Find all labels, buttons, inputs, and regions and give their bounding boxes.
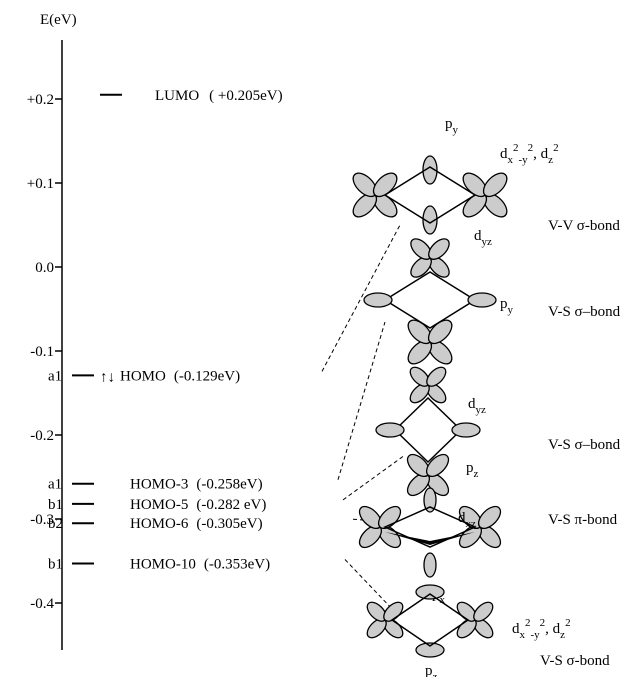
bond-label: V-V σ-bond <box>548 218 620 234</box>
level-energy: (-0.129eV) <box>174 368 240 384</box>
orbital-label: dx2-y2, dz2 <box>512 617 571 641</box>
orbital-label-part: -y <box>519 154 529 166</box>
orbital-label-part: z <box>560 629 565 641</box>
bond-label: V-S σ–bond <box>548 304 621 320</box>
lobe <box>416 585 444 599</box>
spin-arrows: ↑↓ <box>100 369 115 385</box>
level-label: HOMO-3 (-0.258eV) <box>130 477 263 493</box>
lobe <box>364 293 392 307</box>
level-label: HOMO-5 (-0.282 eV) <box>130 497 266 513</box>
symmetry-label: b1 <box>48 557 63 573</box>
y-tick-label: +0.2 <box>27 92 54 108</box>
orbital-label: dx2-y2, dz2 <box>500 142 559 166</box>
level-name: HOMO-10 <box>130 557 196 573</box>
orbital-label-part: xz <box>466 518 477 530</box>
level-name: HOMO-3 <box>130 477 188 493</box>
orbital-label-part: yz <box>482 236 493 248</box>
level-name: HOMO-6 <box>130 516 189 532</box>
orbital-label: dyz <box>474 228 492 248</box>
symmetry-label: a1 <box>48 368 62 384</box>
bond-label: V-S σ-bond <box>540 653 610 669</box>
level-energy: (-0.282 eV) <box>196 497 266 513</box>
orbital-label-part: 2 <box>513 142 519 154</box>
level-energy: ( +0.205eV) <box>209 88 282 104</box>
level-name: LUMO <box>155 88 199 104</box>
axis-title: E(eV) <box>40 12 77 28</box>
orbital-label-part: 2 <box>565 617 571 629</box>
orbital-label-part: yz <box>476 404 487 416</box>
orbital-label: dyz <box>468 396 486 416</box>
orbital-label-part: z <box>474 468 479 480</box>
orbital-label-part: y <box>508 304 514 316</box>
level-label: HOMO-10 (-0.353eV) <box>130 557 270 573</box>
symmetry-label: b1 <box>48 497 63 513</box>
orbital-label-part: 2 <box>525 617 531 629</box>
bond-label: V-S π-bond <box>548 512 618 528</box>
orbital-label-part: z <box>548 154 553 166</box>
orbital-label-part: -y <box>531 629 541 641</box>
bond-frame <box>395 398 461 462</box>
connector <box>338 322 385 480</box>
bond-frame <box>392 594 468 646</box>
level-label: HOMO (-0.129eV) <box>120 368 240 384</box>
orbital-label-part: y <box>453 124 459 136</box>
y-tick-label: -0.4 <box>30 596 54 612</box>
lobe <box>452 423 480 437</box>
symmetry-label: b2 <box>48 516 63 532</box>
orbital-label: py <box>445 116 459 136</box>
level-label: LUMO ( +0.205eV) <box>155 88 283 104</box>
orbital-label-part: x <box>520 629 526 641</box>
energy-diagram: E(eV) +0.2+0.10.0-0.1-0.2-0.3-0.4LUMO( +… <box>0 0 644 677</box>
orbital-label-part: p <box>466 460 474 476</box>
orbital-label-part: p <box>500 296 508 312</box>
orbital-label-part: , d <box>533 146 549 162</box>
lobe <box>424 553 436 577</box>
orbital-label-part: x <box>508 154 514 166</box>
y-tick-label: -0.2 <box>30 428 54 444</box>
bond-frame <box>385 272 475 328</box>
connector <box>343 455 405 500</box>
orbital-label-part: 2 <box>553 142 559 154</box>
lobe <box>468 293 496 307</box>
symmetry-label: a1 <box>48 477 62 493</box>
orbital-label-part: p <box>445 116 453 132</box>
y-tick-label: 0.0 <box>35 260 54 276</box>
orbital-label: pz <box>466 460 479 480</box>
level-name: HOMO <box>120 368 166 384</box>
orbital-label: pz <box>425 663 438 677</box>
orbital-label-part: p <box>425 663 433 677</box>
level-name: HOMO-5 <box>130 497 188 513</box>
y-tick-label: +0.1 <box>27 176 54 192</box>
orbital-label: py <box>500 296 514 316</box>
bond-label: V-S σ–bond <box>548 437 621 453</box>
level-energy: (-0.353eV) <box>204 557 270 573</box>
level-energy: (-0.258eV) <box>196 477 262 493</box>
lobe <box>376 423 404 437</box>
orbital-label-part: , d <box>545 621 561 637</box>
y-tick-label: -0.1 <box>30 344 54 360</box>
level-label: HOMO-6 (-0.305eV) <box>130 516 263 532</box>
orbital-label-part: z <box>433 671 438 677</box>
level-energy: (-0.305eV) <box>196 516 262 532</box>
